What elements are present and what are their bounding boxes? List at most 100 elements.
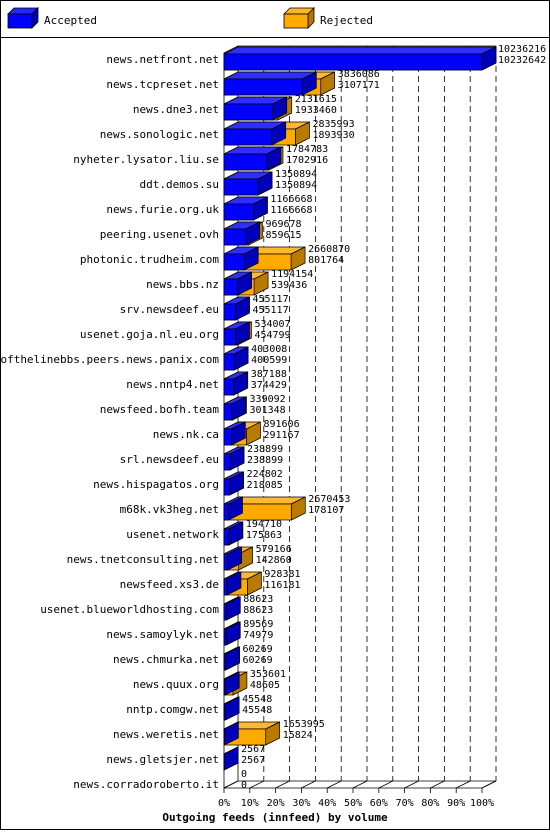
value-label-offered: 339092 <box>250 394 286 405</box>
value-label-accepted: 801764 <box>308 255 344 266</box>
value-label-offered: 1784783 <box>286 144 328 155</box>
value-label-offered: 1166668 <box>270 194 312 205</box>
value-label-offered: 224802 <box>247 469 283 480</box>
category-label: srv.newsdeef.eu <box>120 303 219 316</box>
value-label-accepted: 178107 <box>308 505 344 516</box>
category-label: endofthelinebbs.peers.news.panix.com <box>0 353 219 366</box>
value-label-accepted: 10232642 <box>498 55 546 66</box>
value-label-accepted: 859615 <box>265 230 301 241</box>
category-label: news.netfront.net <box>106 53 219 66</box>
bar-accepted <box>224 329 235 345</box>
category-label: newsfeed.bofh.team <box>100 403 220 416</box>
category-label: usenet.goja.nl.eu.org <box>80 328 219 341</box>
x-tick-label: 80% <box>421 798 439 809</box>
bar-accepted <box>224 79 302 95</box>
category-label: news.sonologic.net <box>100 128 219 141</box>
x-tick-label: 30% <box>292 798 310 809</box>
legend-label-rejected: Rejected <box>320 14 373 27</box>
category-label: news.tcpreset.net <box>106 78 219 91</box>
value-label-offered: 88623 <box>243 594 273 605</box>
bar-accepted <box>224 54 482 70</box>
value-label-offered: 387188 <box>251 369 287 380</box>
category-label: nntp.comgw.net <box>126 703 219 716</box>
bar-accepted <box>224 704 225 720</box>
value-label-accepted: 1933460 <box>295 105 337 116</box>
category-label: news.bbs.nz <box>146 278 219 291</box>
value-label-offered: 89569 <box>243 619 273 630</box>
value-label-accepted: 1893930 <box>312 130 354 141</box>
bar-accepted <box>224 254 244 270</box>
bar-accepted <box>224 104 273 120</box>
legend-swatch-accepted <box>8 14 32 28</box>
value-label-offered: 2567 <box>241 744 265 755</box>
value-label-accepted: 45548 <box>242 705 272 716</box>
value-label-accepted: 116181 <box>264 580 300 591</box>
bar-accepted <box>224 229 246 245</box>
bar-accepted <box>224 579 227 595</box>
value-label-offered: 238899 <box>247 444 283 455</box>
value-label-offered: 403008 <box>251 344 287 355</box>
value-label-accepted: 1350894 <box>275 180 317 191</box>
x-tick-label: 20% <box>267 798 285 809</box>
category-label: news.nk.ca <box>153 428 219 441</box>
category-label: news.dne3.net <box>133 103 219 116</box>
x-tick-label: 0% <box>218 798 230 809</box>
value-label-accepted: 0 <box>241 780 247 791</box>
value-label-accepted: 88623 <box>243 605 273 616</box>
value-label-accepted: 218085 <box>247 480 283 491</box>
chart-title: Outgoing feeds (innfeed) by volume <box>162 811 388 824</box>
bar-accepted <box>224 479 229 495</box>
category-label: news.hispagatos.org <box>93 478 219 491</box>
value-label-accepted: 15824 <box>283 730 313 741</box>
value-label-offered: 891606 <box>263 419 299 430</box>
value-label-offered: 928381 <box>264 569 300 580</box>
value-label-offered: 2131615 <box>295 94 337 105</box>
value-label-offered: 0 <box>241 769 247 780</box>
value-label-accepted: 539436 <box>271 280 307 291</box>
x-tick-label: 40% <box>318 798 336 809</box>
value-label-offered: 194710 <box>246 519 282 530</box>
bar-accepted <box>224 504 228 520</box>
value-label-accepted: 3107171 <box>338 80 380 91</box>
value-label-accepted: 454799 <box>254 330 290 341</box>
value-label-accepted: 48605 <box>250 680 280 691</box>
category-label: news.tnetconsulting.net <box>67 553 219 566</box>
bar-accepted <box>224 379 233 395</box>
category-label: news.gletsjer.net <box>106 753 219 766</box>
value-label-accepted: 238899 <box>247 455 283 466</box>
category-label: news.samoylyk.net <box>106 628 219 641</box>
bar-accepted <box>224 554 228 570</box>
category-label: news.weretis.net <box>113 728 219 741</box>
bar-accepted <box>224 354 234 370</box>
x-tick-label: 90% <box>447 798 465 809</box>
value-label-offered: 353601 <box>250 669 286 680</box>
bar-accepted <box>224 279 238 295</box>
value-label-accepted: 1166668 <box>270 205 312 216</box>
value-label-offered: 60269 <box>243 644 273 655</box>
bar-accepted <box>224 654 226 670</box>
bar-accepted <box>224 529 228 545</box>
category-label: news.nntp4.net <box>126 378 219 391</box>
value-label-accepted: 60269 <box>243 655 273 666</box>
x-tick-label: 70% <box>396 798 414 809</box>
bar-accepted <box>224 154 267 170</box>
value-label-accepted: 374429 <box>251 380 287 391</box>
bar-accepted <box>224 304 235 320</box>
category-label: news.furie.org.uk <box>106 203 219 216</box>
value-label-accepted: 301348 <box>250 405 286 416</box>
value-label-offered: 10236216 <box>498 44 546 55</box>
value-label-offered: 2660870 <box>308 244 350 255</box>
value-label-offered: 1653995 <box>283 719 325 730</box>
bar-accepted <box>224 404 232 420</box>
bar-accepted-top <box>224 72 316 79</box>
category-label: srl.newsdeef.eu <box>120 453 219 466</box>
category-label: news.corradoroberto.it <box>73 778 219 791</box>
x-tick-label: 10% <box>241 798 259 809</box>
x-tick-label: 50% <box>344 798 362 809</box>
value-label-accepted: 1702916 <box>286 155 328 166</box>
value-label-offered: 1194154 <box>271 269 313 280</box>
value-label-offered: 969678 <box>265 219 301 230</box>
category-label: photonic.trudheim.com <box>80 253 219 266</box>
